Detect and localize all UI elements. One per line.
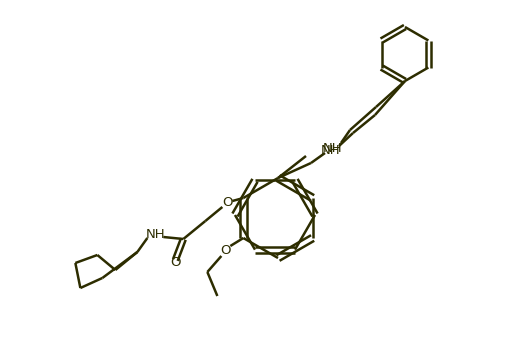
- Text: O: O: [220, 244, 231, 256]
- Text: NH: NH: [321, 145, 341, 157]
- Text: O: O: [222, 197, 232, 209]
- Text: O: O: [170, 255, 181, 268]
- Text: NH: NH: [145, 228, 165, 240]
- Text: NH: NH: [323, 142, 343, 155]
